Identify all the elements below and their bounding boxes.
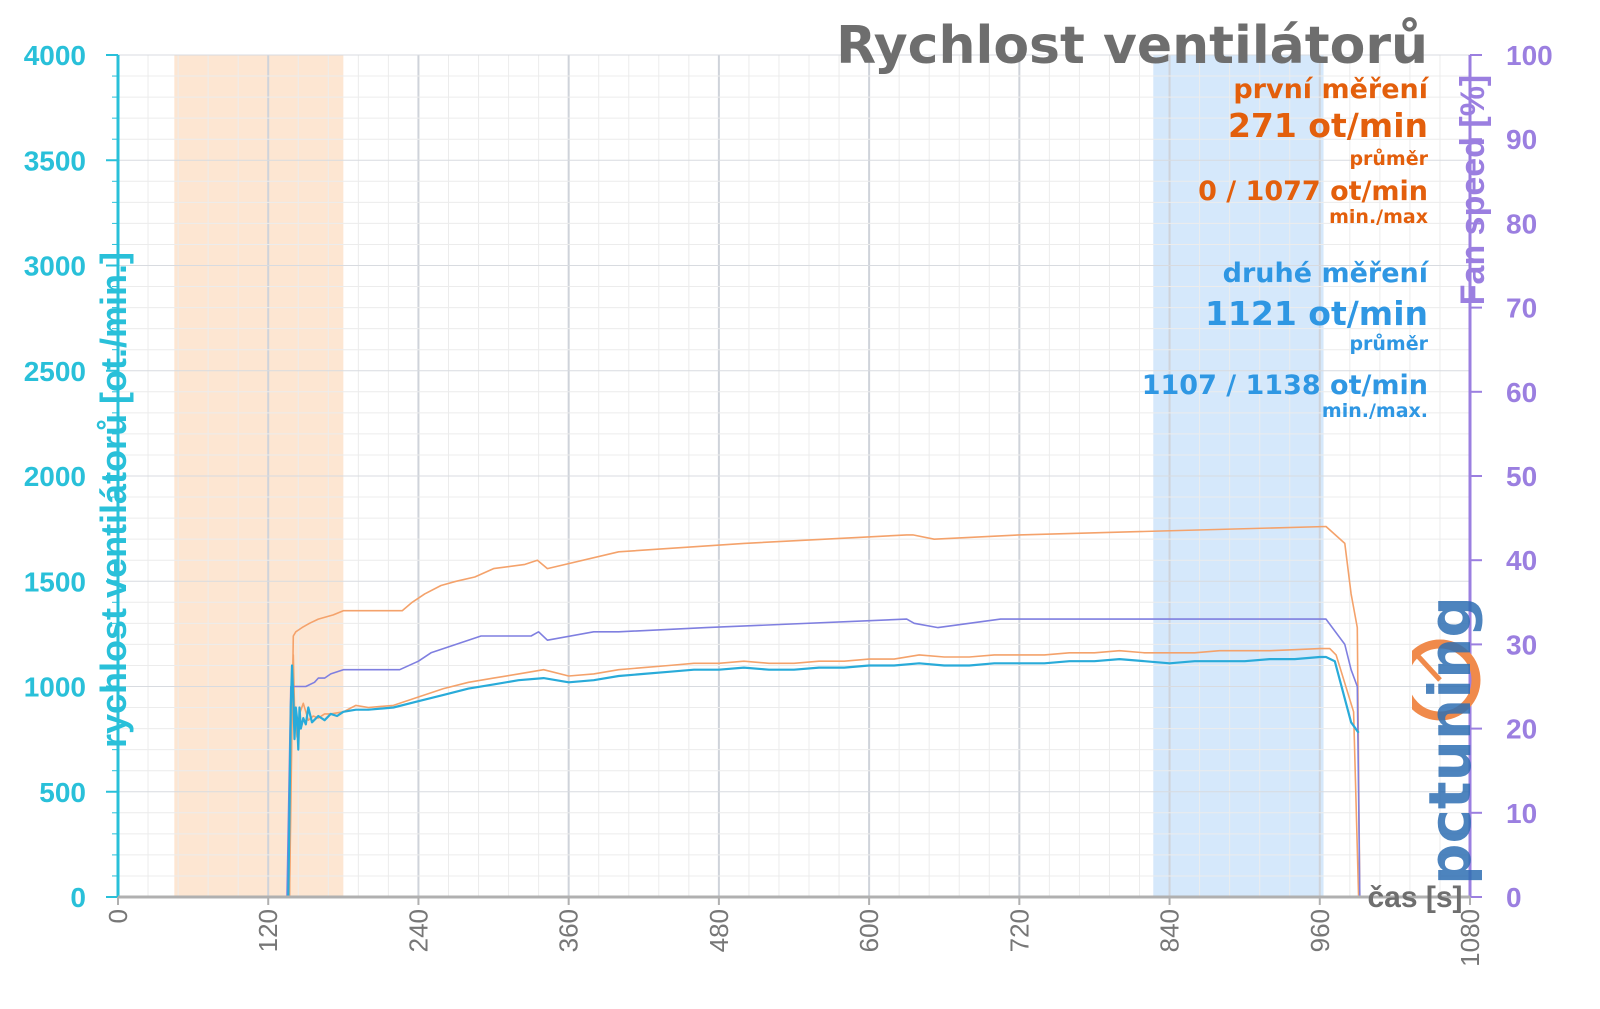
second-minmax-value: 1107 / 1138 ot/min	[1141, 370, 1428, 401]
y-axis-label: rychlost ventilátorů [ot./min.]	[93, 252, 134, 748]
x-tick-label: 840	[1155, 909, 1185, 952]
second-minmax-label: min./max.	[1321, 400, 1428, 422]
first-minmax-label: min./max	[1329, 206, 1428, 228]
second-measurement-label: druhé měření	[1222, 258, 1428, 289]
chart-series	[118, 525, 1361, 899]
y2-axis-label: Fan speed [%]	[1454, 75, 1492, 305]
chart-axes	[106, 54, 1482, 905]
first-measurement-label: první měření	[1233, 74, 1428, 105]
y2-tick-label: 50	[1506, 461, 1537, 492]
y2-tick-label: 40	[1506, 545, 1537, 576]
y2-tick-label: 20	[1506, 714, 1537, 745]
y-tick-label: 500	[39, 777, 86, 808]
series-line-3	[118, 655, 1360, 899]
first-minmax-value: 0 / 1077 ot/min	[1198, 176, 1428, 207]
second-average-value: 1121 ot/min	[1204, 294, 1428, 333]
x-tick-label: 360	[554, 909, 584, 952]
logo-dial-icon	[1412, 639, 1481, 721]
y2-tick-label: 70	[1506, 293, 1537, 324]
x-axis-label: čas [s]	[1367, 881, 1462, 914]
series-line-1	[118, 525, 1361, 898]
y2-tick-label: 0	[1506, 882, 1522, 913]
chart-grid	[117, 54, 1471, 898]
x-tick-label: 960	[1305, 909, 1335, 952]
first-average-value: 271 ot/min	[1227, 106, 1428, 145]
y-tick-label: 3500	[24, 145, 86, 176]
pctuning-logo: pctuning	[1412, 600, 1484, 885]
y2-tick-label: 10	[1506, 798, 1537, 829]
x-tick-label: 120	[253, 909, 283, 952]
second-average-label: průměr	[1349, 333, 1428, 355]
chart-title: Rychlost ventilátorů	[836, 16, 1428, 76]
series-line-2	[118, 618, 1361, 898]
y-tick-label: 0	[70, 882, 86, 913]
logo-text: pctuning	[1416, 600, 1484, 885]
logo-needle	[1415, 653, 1442, 682]
x-tick-label: 0	[103, 909, 133, 923]
y2-tick-label: 60	[1506, 377, 1537, 408]
y-tick-label: 3000	[24, 251, 86, 282]
x-tick-label: 480	[704, 909, 734, 952]
x-tick-label: 720	[1004, 909, 1034, 952]
x-tick-label: 600	[854, 909, 884, 952]
y-tick-label: 1500	[24, 566, 86, 597]
y-tick-label: 2000	[24, 461, 86, 492]
y-tick-label: 4000	[24, 40, 86, 71]
first-average-label: průměr	[1349, 148, 1428, 170]
y2-tick-label: 80	[1506, 208, 1537, 239]
x-tick-label: 1080	[1455, 909, 1485, 967]
y-tick-label: 1000	[24, 672, 86, 703]
x-tick-label: 240	[403, 909, 433, 952]
y2-tick-label: 100	[1506, 40, 1553, 71]
chart-tick-labels: 0500100015002000250030003500400001020304…	[24, 40, 1553, 967]
y2-tick-label: 30	[1506, 629, 1537, 660]
y-tick-label: 2500	[24, 356, 86, 387]
y2-tick-label: 90	[1506, 124, 1537, 155]
